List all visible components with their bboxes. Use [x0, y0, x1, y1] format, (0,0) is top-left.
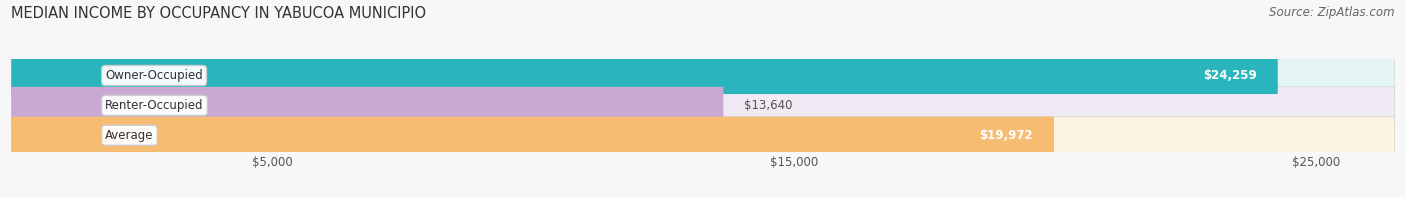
Text: Source: ZipAtlas.com: Source: ZipAtlas.com [1270, 6, 1395, 19]
Text: $19,972: $19,972 [980, 129, 1033, 142]
FancyBboxPatch shape [11, 57, 1395, 94]
Text: $13,640: $13,640 [744, 99, 793, 112]
Text: Average: Average [105, 129, 153, 142]
Text: $24,259: $24,259 [1204, 69, 1257, 82]
FancyBboxPatch shape [11, 87, 723, 124]
Text: MEDIAN INCOME BY OCCUPANCY IN YABUCOA MUNICIPIO: MEDIAN INCOME BY OCCUPANCY IN YABUCOA MU… [11, 6, 426, 21]
FancyBboxPatch shape [11, 117, 1054, 154]
Text: Renter-Occupied: Renter-Occupied [105, 99, 204, 112]
FancyBboxPatch shape [11, 57, 1278, 94]
FancyBboxPatch shape [11, 87, 1395, 124]
Text: Owner-Occupied: Owner-Occupied [105, 69, 202, 82]
FancyBboxPatch shape [11, 117, 1395, 154]
